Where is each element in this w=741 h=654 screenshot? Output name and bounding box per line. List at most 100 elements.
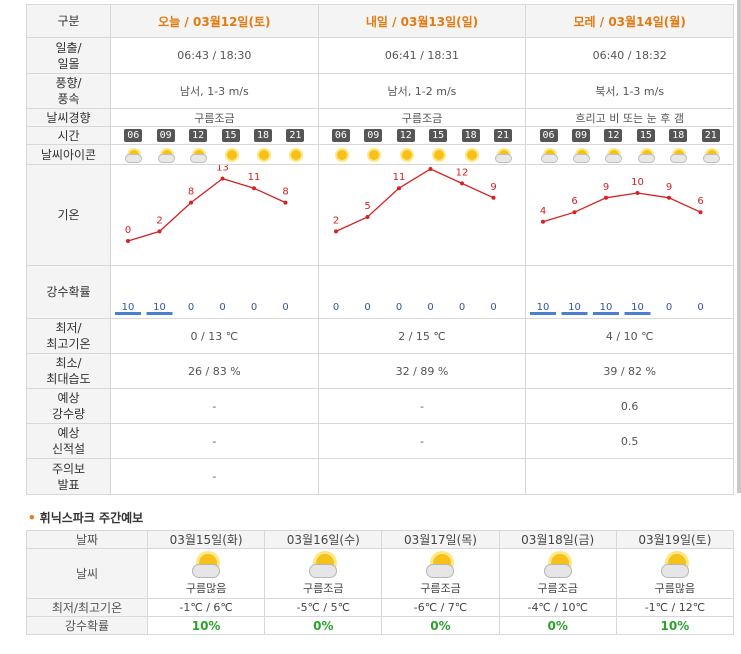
- hour-badge: 06: [124, 129, 143, 142]
- tendency-label: 날씨경향: [26, 108, 111, 127]
- partly-cloudy-icon: [543, 554, 573, 580]
- week-weather: 구름조금: [381, 548, 500, 599]
- sunrise-label: 일출/일몰: [26, 37, 111, 74]
- precip-bar: [146, 312, 173, 315]
- sunny-icon: [222, 148, 240, 162]
- partly-cloudy-icon: [604, 148, 623, 163]
- day-header-1: 내일 / 03월13일(일): [317, 4, 527, 38]
- hour-badge: 06: [539, 129, 558, 142]
- minmax-value: 0 / 13 ℃: [110, 318, 319, 354]
- temp-label: 6: [698, 196, 704, 207]
- temp-label: 4: [540, 206, 546, 217]
- warn-value: -: [110, 458, 319, 495]
- temp-label: 5: [364, 201, 370, 212]
- minmax-label: 최저/최고기온: [26, 318, 111, 354]
- week-date: 03월18일(금): [498, 530, 617, 549]
- rain-value: 0.6: [525, 388, 734, 424]
- precip-value: 0: [332, 302, 338, 313]
- hours-cell: 06 09 12 15 18 21: [525, 126, 734, 145]
- week-temp: -4℃ / 10℃: [498, 598, 617, 617]
- temp-chart-cell: 251115129: [317, 164, 527, 266]
- weekly-title: • 휘닉스파크 주간예보: [28, 511, 144, 525]
- hour-badge: 12: [396, 129, 415, 142]
- humid-value: 32 / 89 %: [317, 353, 527, 389]
- tendency-value: 흐리고 비 또는 눈 후 갬: [525, 108, 734, 127]
- precip-bar: [530, 312, 557, 315]
- sunny-icon: [254, 148, 272, 162]
- snow-value: -: [110, 423, 319, 459]
- humid-value: 39 / 82 %: [525, 353, 734, 389]
- temp-chart: 251115129: [332, 167, 496, 234]
- hour-badge: 15: [221, 129, 240, 142]
- temp-point: [459, 181, 464, 186]
- temp-point: [698, 210, 703, 215]
- week-weather: 구름조금: [264, 548, 383, 599]
- temp-label: 2: [332, 215, 338, 226]
- temp-point: [333, 229, 338, 234]
- wind-label: 풍향/풍속: [26, 73, 111, 109]
- week-weather-label: 날씨: [26, 548, 148, 599]
- precip-value: 10: [568, 302, 581, 313]
- temp-point: [635, 191, 640, 195]
- wind-value: 북서, 1-3 m/s: [525, 73, 734, 109]
- temp-point: [667, 195, 672, 200]
- partly-cloudy-icon: [157, 148, 175, 163]
- temp-point: [283, 200, 288, 205]
- header-label: 구분: [26, 4, 111, 38]
- snow-label: 예상 신적설: [26, 423, 111, 459]
- week-precip: 10%: [615, 616, 735, 635]
- precip-value: 0: [698, 302, 704, 313]
- temp-label: 9: [490, 182, 496, 193]
- hour-badge: 09: [571, 129, 590, 142]
- hours-cell: 06 09 12 15 18 21: [110, 126, 319, 145]
- icons-cell: [525, 144, 734, 165]
- precip-value: 0: [364, 302, 370, 313]
- hour-badge: 21: [701, 129, 720, 142]
- week-precip: 0%: [264, 616, 383, 635]
- temp-label: 11: [248, 172, 261, 183]
- temp-point: [252, 186, 256, 191]
- precip-chart-cell: 10 10 0 0 0 0: [110, 265, 319, 319]
- humid-value: 26 / 83 %: [110, 353, 319, 389]
- week-precip: 0%: [498, 616, 617, 635]
- temp-label: 11: [392, 172, 405, 183]
- precip-bar: [593, 312, 620, 315]
- week-weather: 구름많음: [615, 548, 735, 599]
- warn-value: [317, 458, 527, 495]
- temp-line: [335, 168, 494, 232]
- partly-cloudy-icon: [494, 148, 513, 163]
- sunny-icon: [286, 148, 304, 162]
- temp-line: [543, 192, 702, 223]
- snow-value: -: [317, 423, 527, 459]
- tendency-value: 구름조금: [110, 108, 319, 127]
- hour-badge: 18: [461, 129, 480, 142]
- scrollbar[interactable]: [737, 0, 741, 493]
- temp-label: 6: [572, 196, 578, 207]
- temp-label: 2: [156, 215, 162, 226]
- precip-value: 0: [427, 302, 433, 313]
- precip-value: 10: [600, 302, 613, 313]
- hour-badge: 21: [494, 129, 513, 142]
- hour-badge: 15: [429, 129, 448, 142]
- temp-label: 기온: [26, 164, 111, 266]
- precip-chart-cell: 0 0 0 0 0 0: [317, 265, 527, 319]
- partly-cloudy-icon: [637, 148, 655, 163]
- temp-point: [541, 219, 546, 224]
- sunny-icon: [462, 148, 480, 162]
- precip-value: 10: [537, 302, 550, 313]
- week-temp: -1℃ / 12℃: [615, 598, 735, 617]
- week-temp: -6℃ / 7℃: [381, 598, 500, 617]
- rain-value: -: [317, 388, 527, 424]
- hour-badge: 09: [156, 129, 175, 142]
- week-temp: -5℃ / 5℃: [264, 598, 383, 617]
- wind-value: 남서, 1-2 m/s: [317, 73, 527, 109]
- temp-label: 9: [603, 182, 609, 193]
- temp-chart-cell: 0 2 8 13 11 8: [110, 164, 319, 266]
- partly-cloudy-icon: [189, 148, 208, 163]
- week-date: 03월19일(토): [615, 530, 735, 549]
- sunny-icon: [332, 148, 350, 162]
- hour-badge: 12: [604, 129, 623, 142]
- snow-value: 0.5: [525, 423, 734, 459]
- rain-label: 예상 강수량: [26, 388, 111, 424]
- hour-badge: 06: [331, 129, 350, 142]
